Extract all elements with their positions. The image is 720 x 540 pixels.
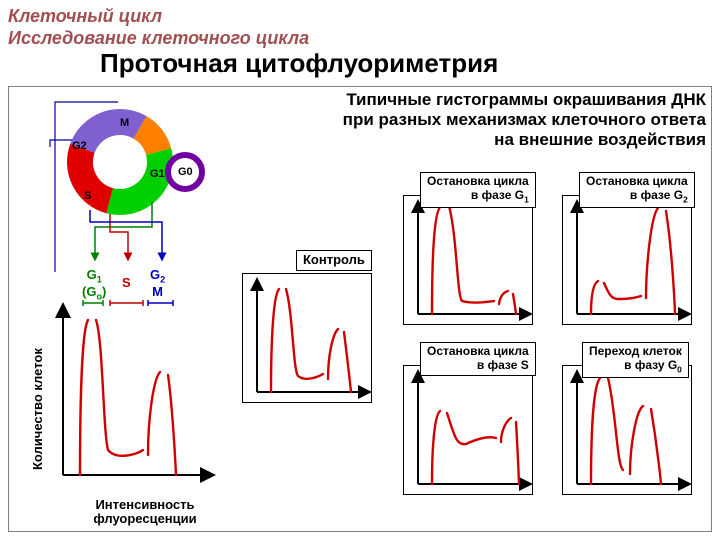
chart-g2 xyxy=(562,195,692,325)
phase-label-s: S xyxy=(122,276,131,289)
cycle-phase-g2: G2 xyxy=(72,140,87,152)
subtitle-l2: при разных механизмах клеточного ответа xyxy=(343,110,706,129)
chart-g1-label: Остановка циклав фазе G1 xyxy=(420,172,536,208)
chart-s-label: Остановка циклав фазе S xyxy=(420,342,536,376)
cycle-phase-g1: G1 xyxy=(150,168,165,180)
subtitle-l3: на внешние воздействия xyxy=(494,130,706,149)
cycle-phase-s: S xyxy=(84,190,91,202)
main-histogram xyxy=(48,300,218,500)
y-axis-label: Количество клеток xyxy=(30,348,45,470)
cycle-phase-m: M xyxy=(120,117,129,129)
breadcrumb-line1: Клеточный цикл xyxy=(8,6,162,27)
phase-label-g1: G1 (Go) xyxy=(82,268,106,301)
breadcrumb-line2: Исследование клеточного цикла xyxy=(8,28,309,49)
chart-g0 xyxy=(562,365,692,495)
phase-label-g2: G2 M xyxy=(150,268,165,298)
chart-g1 xyxy=(403,195,533,325)
subtitle-l1: Типичные гистограммы окрашивания ДНК xyxy=(346,90,706,109)
chart-g2-label: Остановка циклав фазе G2 xyxy=(579,172,695,208)
chart-s xyxy=(403,365,533,495)
page-title: Проточная цитофлуориметрия xyxy=(100,48,498,79)
cycle-phase-g0: G0 xyxy=(178,166,193,178)
subtitle: Типичные гистограммы окрашивания ДНК при… xyxy=(232,90,706,150)
x-axis-label: Интенсивность флуоресценции xyxy=(70,498,220,527)
chart-g0-label: Переход клетокв фазу G0 xyxy=(582,342,689,378)
chart-control xyxy=(242,273,372,403)
chart-control-label: Контроль xyxy=(296,250,372,271)
